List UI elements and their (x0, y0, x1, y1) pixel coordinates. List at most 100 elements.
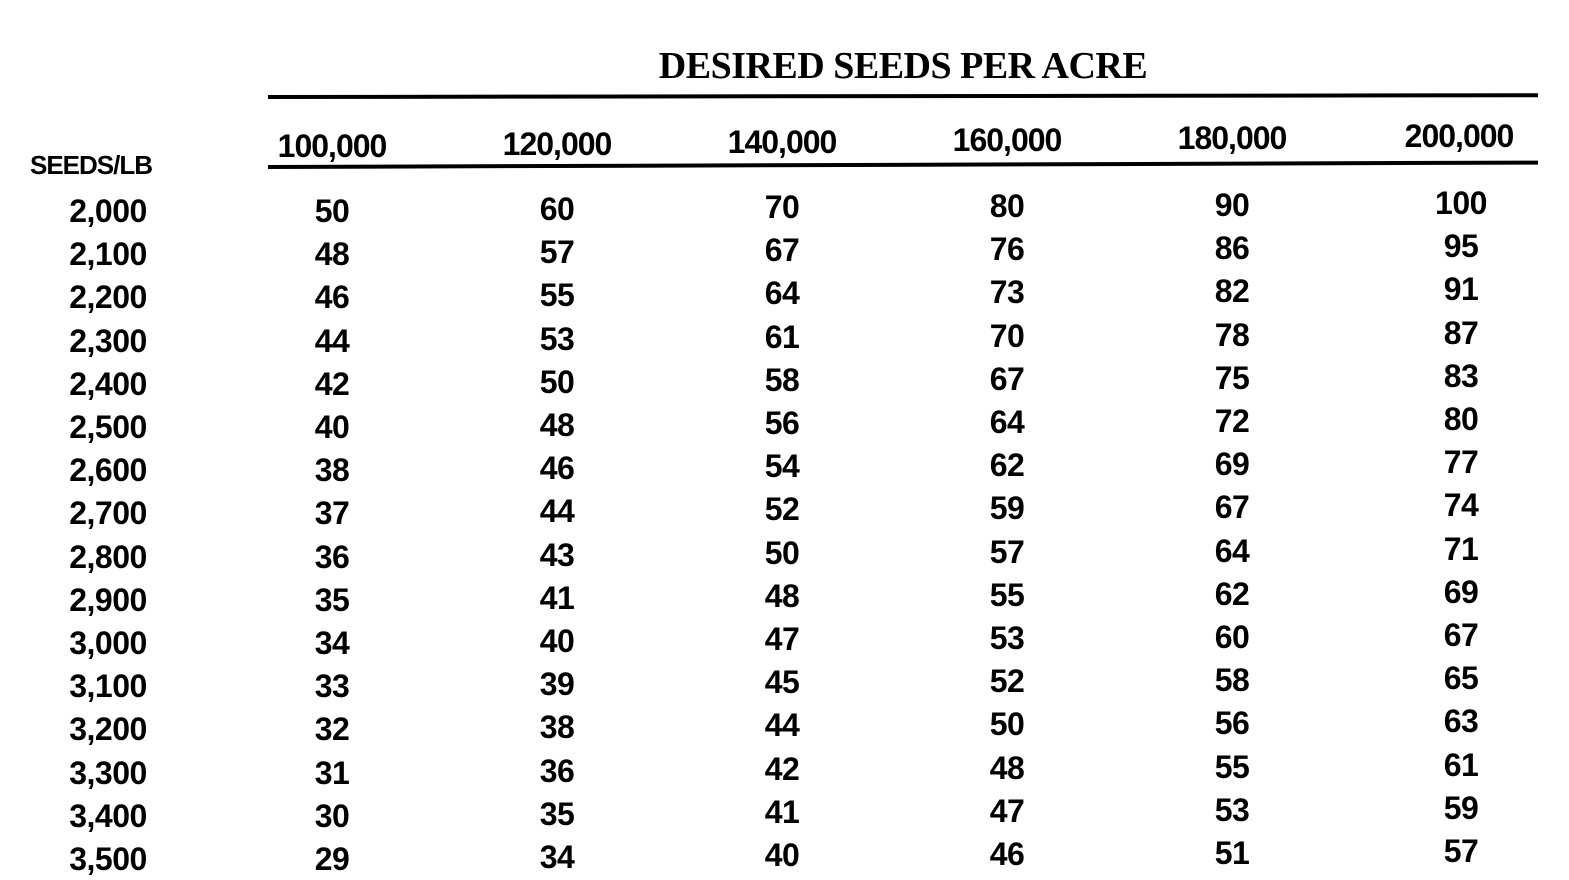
table-cell: 36 (539, 752, 575, 789)
row-seeds-per-lb: 3,300 (69, 754, 147, 791)
table-cell: 87 (1443, 314, 1479, 351)
table-cell: 67 (1443, 617, 1479, 653)
table-cell: 60 (1214, 619, 1250, 655)
table-cell: 62 (1214, 575, 1250, 612)
table-cell: 59 (1443, 789, 1479, 826)
table-cell: 78 (1214, 316, 1250, 353)
table-cell: 34 (314, 625, 350, 661)
table-row: 2,500 40 48 56 64 72 80 (0, 401, 1569, 445)
table-cell: 53 (539, 320, 575, 357)
row-seeds-per-lb: 2,800 (69, 538, 147, 575)
table-cell: 86 (1214, 230, 1250, 267)
table-cell: 48 (314, 236, 350, 273)
table-cell: 46 (314, 279, 350, 316)
table-cell: 63 (1443, 703, 1479, 740)
table-cell: 56 (1214, 705, 1250, 742)
table-cell: 61 (1443, 746, 1479, 783)
table-cell: 80 (1443, 401, 1479, 437)
table-cell: 82 (1214, 273, 1250, 310)
table-cell: 56 (764, 405, 800, 441)
table-row: 3,300 31 36 42 48 55 61 (0, 747, 1569, 791)
table-cell: 76 (989, 231, 1025, 268)
table-cell: 34 (539, 839, 575, 875)
table-cell: 47 (989, 792, 1025, 829)
table-cell: 40 (314, 409, 350, 445)
table-cell: 48 (539, 407, 575, 443)
table-cell: 64 (1214, 532, 1250, 569)
table-cell: 45 (764, 664, 800, 701)
table-row: 2,200 46 55 64 73 82 91 (0, 271, 1569, 315)
table-cell: 54 (764, 448, 800, 485)
table-cell: 74 (1443, 487, 1479, 524)
table-cell: 67 (1214, 489, 1250, 526)
row-seeds-per-lb: 2,200 (69, 279, 147, 316)
table-row: 3,400 30 35 41 47 53 59 (0, 790, 1569, 834)
row-header-label: SEEDS/LB (30, 150, 153, 180)
table-cell: 67 (764, 232, 800, 269)
column-header: 200,000 (1404, 118, 1515, 154)
table-row: 2,000 50 60 70 80 90 100 (0, 185, 1569, 229)
table-row: 3,200 32 38 44 50 56 63 (0, 703, 1569, 747)
table-row: 2,800 36 43 50 57 64 71 (0, 531, 1569, 575)
table-cell: 29 (314, 841, 350, 877)
table-body: 2,000 50 60 70 80 90 100 2,100 48 57 67 76 86 95 2,200… (0, 185, 1569, 880)
table-cell: 51 (1214, 835, 1250, 871)
table-cell: 52 (989, 663, 1025, 700)
table-cell: 52 (764, 491, 800, 528)
table-cell: 46 (989, 836, 1025, 872)
table-cell: 38 (539, 709, 575, 746)
table-cell: 32 (314, 711, 350, 748)
table-cell: 59 (989, 490, 1025, 527)
table-cell: 64 (989, 404, 1025, 440)
table-cell: 62 (989, 447, 1025, 484)
table-row: 2,600 38 46 54 62 69 77 (0, 444, 1569, 488)
table-cell: 64 (764, 275, 800, 312)
table-cell: 70 (989, 317, 1025, 354)
table-cell: 91 (1443, 271, 1479, 308)
table-cell: 69 (1443, 573, 1479, 610)
table-row: 2,400 42 50 58 67 75 83 (0, 358, 1569, 402)
table-cell: 72 (1214, 403, 1250, 439)
table-cell: 41 (764, 793, 800, 830)
row-seeds-per-lb: 2,300 (69, 322, 147, 359)
row-seeds-per-lb: 2,600 (69, 452, 147, 489)
row-seeds-per-lb: 3,000 (69, 625, 147, 661)
table-cell: 42 (314, 365, 350, 402)
row-seeds-per-lb: 3,200 (69, 711, 147, 748)
row-seeds-per-lb: 2,100 (69, 236, 147, 273)
table-row: 2,700 37 44 52 59 67 74 (0, 487, 1569, 531)
table-cell: 75 (1214, 359, 1250, 396)
row-seeds-per-lb: 3,100 (69, 668, 147, 705)
table-cell: 65 (1443, 660, 1479, 697)
table-cell: 35 (539, 795, 575, 832)
table-cell: 55 (539, 277, 575, 314)
table-cell: 47 (764, 621, 800, 657)
table-cell: 37 (314, 495, 350, 532)
table-cell: 61 (764, 318, 800, 355)
table-cell: 48 (764, 577, 800, 614)
table-cell: 30 (314, 797, 350, 834)
row-seeds-per-lb: 2,500 (69, 409, 147, 445)
table-cell: 48 (989, 749, 1025, 786)
table-cell: 53 (1214, 791, 1250, 828)
table-cell: 71 (1443, 530, 1479, 567)
table-row: 2,100 48 57 67 76 86 95 (0, 228, 1569, 272)
table-cell: 50 (539, 363, 575, 400)
table-cell: 77 (1443, 444, 1479, 481)
table-row: 3,500 29 34 40 46 51 57 (0, 833, 1569, 877)
table-cell: 44 (764, 707, 800, 744)
table-cell: 33 (314, 668, 350, 705)
table-cell: 31 (314, 754, 350, 791)
table-row: 3,100 33 39 45 52 58 65 (0, 660, 1569, 704)
table-cell: 53 (989, 620, 1025, 656)
table-cell: 58 (764, 361, 800, 398)
table-row: 3,000 34 40 47 53 60 67 (0, 617, 1569, 661)
table-cell: 50 (314, 193, 350, 229)
table-cell: 41 (539, 579, 575, 616)
table-cell: 69 (1214, 446, 1250, 483)
table-cell: 57 (539, 234, 575, 271)
table-cell: 60 (539, 191, 575, 227)
table-row: 2,300 44 53 61 70 78 87 (0, 315, 1569, 359)
table-cell: 35 (314, 581, 350, 618)
table-cell: 44 (539, 493, 575, 530)
